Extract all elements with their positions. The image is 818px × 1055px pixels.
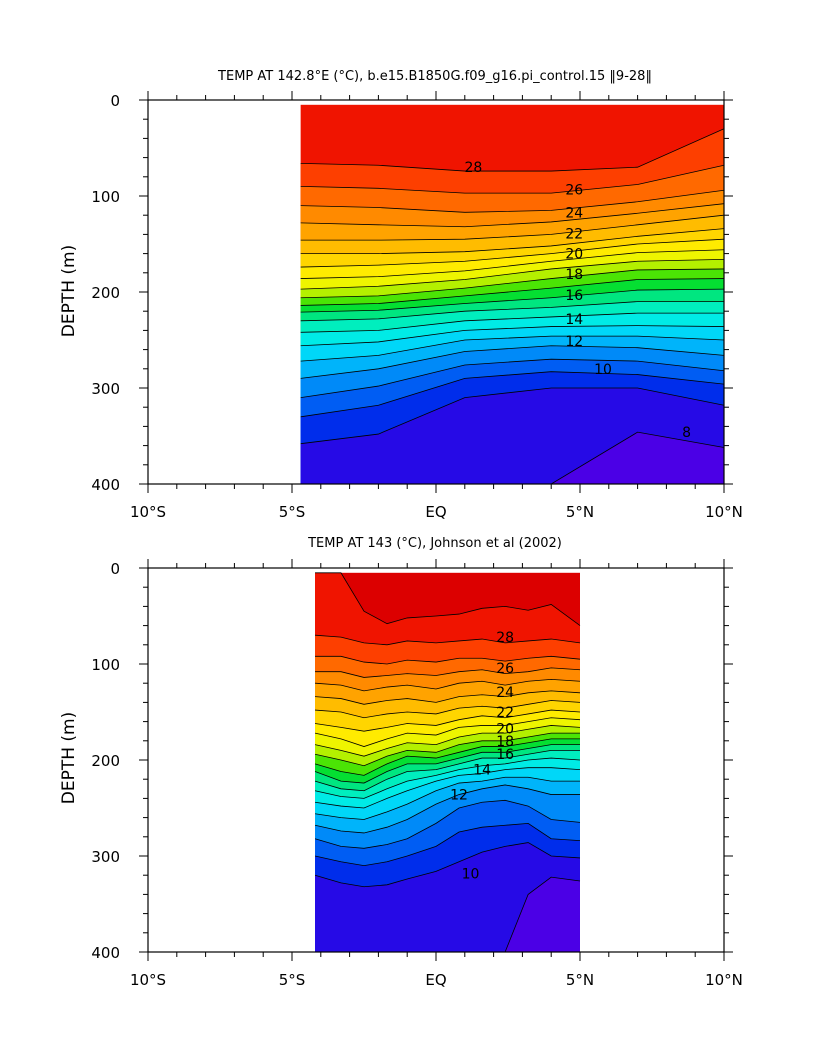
isotherm-line — [314, 717, 581, 747]
x-tick-label: 5°N — [566, 971, 594, 989]
isotherm-line — [314, 822, 581, 867]
x-tick-label: EQ — [425, 971, 446, 989]
isotherm-line — [300, 268, 725, 299]
isotherm-line — [300, 203, 725, 228]
contour-label: 26 — [496, 661, 514, 677]
x-tick-label: 5°S — [279, 971, 306, 989]
isotherm-line — [300, 258, 725, 290]
contour-label: 12 — [450, 788, 468, 804]
y-tick-label: 300 — [91, 380, 120, 398]
contour-label: 14 — [473, 763, 491, 779]
isotherm-line — [300, 301, 724, 322]
isotherm-line — [300, 164, 725, 194]
isotherm-line — [314, 767, 581, 809]
isotherm-line — [314, 776, 580, 820]
isotherm-line — [315, 700, 581, 719]
y-tick-label: 400 — [91, 944, 120, 962]
contour-label: 10 — [462, 866, 480, 882]
contour-label: 24 — [496, 685, 514, 701]
y-tick-label: 300 — [91, 848, 120, 866]
x-tick-label: EQ — [425, 503, 446, 521]
contour-label: 24 — [565, 205, 583, 221]
x-tick-label: 10°N — [705, 971, 743, 989]
chart-title: TEMP AT 143 (°C), Johnson et al (2002) — [307, 536, 562, 551]
y-tick-label: 0 — [110, 92, 120, 110]
isotherm-line — [300, 189, 725, 213]
x-tick-label: 5°N — [566, 503, 594, 521]
isotherm-line — [315, 655, 581, 665]
isotherm-line — [314, 750, 580, 792]
y-axis-label: DEPTH (m) — [59, 245, 79, 337]
isotherm-line — [300, 371, 725, 418]
isotherm-line — [300, 288, 725, 313]
isotherm-line — [315, 690, 581, 705]
chart-title: TEMP AT 142.8°E (°C), b.e15.B1850G.f09_g… — [217, 69, 652, 84]
x-tick-label: 5°S — [279, 503, 306, 521]
isotherm-line — [300, 214, 725, 241]
isotherm-line — [300, 387, 725, 445]
isotherm-line — [314, 709, 581, 732]
isotherm-line — [314, 744, 580, 784]
contour-label: 20 — [496, 721, 514, 737]
isotherm-line — [300, 278, 725, 306]
contour-label: 8 — [682, 425, 691, 441]
isotherm-line — [300, 358, 725, 398]
contour-label: 18 — [565, 267, 583, 283]
contour-label: 28 — [496, 630, 514, 646]
x-tick-label: 10°S — [130, 503, 166, 521]
isotherm-line — [315, 572, 581, 626]
contour-label: 16 — [565, 288, 583, 304]
contour-label: 28 — [465, 160, 483, 176]
isotherm-line — [315, 667, 581, 678]
isotherm-line — [300, 128, 725, 172]
contour-label: 16 — [496, 747, 514, 763]
isotherm-line — [300, 238, 725, 268]
isotherm-line — [300, 249, 725, 279]
x-tick-label: 10°S — [130, 971, 166, 989]
y-tick-label: 400 — [91, 476, 120, 494]
contour-label: 26 — [565, 182, 583, 198]
isotherm-line — [300, 228, 725, 254]
temperature-band — [300, 432, 724, 484]
y-tick-label: 0 — [110, 560, 120, 578]
isotherm-line — [314, 799, 581, 849]
contour-label: 20 — [565, 247, 583, 263]
y-tick-label: 100 — [91, 188, 120, 206]
y-tick-label: 200 — [91, 284, 120, 302]
temperature-band — [315, 842, 580, 952]
isotherm-line — [314, 757, 581, 799]
contour-label: 10 — [594, 362, 612, 378]
isotherm-line — [300, 335, 725, 362]
contour-label: 22 — [496, 705, 514, 721]
contour-label: 14 — [565, 312, 583, 328]
isotherm-line — [314, 842, 581, 888]
contour-label: 22 — [565, 226, 583, 242]
isotherm-line — [300, 345, 725, 379]
contour-label: 12 — [565, 334, 583, 350]
isotherm-line — [314, 732, 580, 767]
isotherm-line — [314, 784, 580, 834]
isotherm-line — [315, 678, 581, 692]
isotherm-line — [314, 725, 581, 757]
isotherm-line — [314, 738, 580, 776]
temperature-band — [315, 877, 580, 952]
y-axis-label: DEPTH (m) — [59, 712, 79, 804]
x-tick-label: 10°N — [705, 503, 743, 521]
y-tick-label: 200 — [91, 752, 120, 770]
isotherm-line — [300, 312, 724, 333]
isotherm-line — [315, 634, 581, 646]
isotherm-line — [300, 325, 725, 347]
y-tick-label: 100 — [91, 656, 120, 674]
panel-model: 28 26 24 22 20 18 16 14 12 10 8 10°S 5°S EQ 5°N 10°N 0 10… — [59, 69, 743, 521]
contour-label: 18 — [496, 734, 514, 750]
